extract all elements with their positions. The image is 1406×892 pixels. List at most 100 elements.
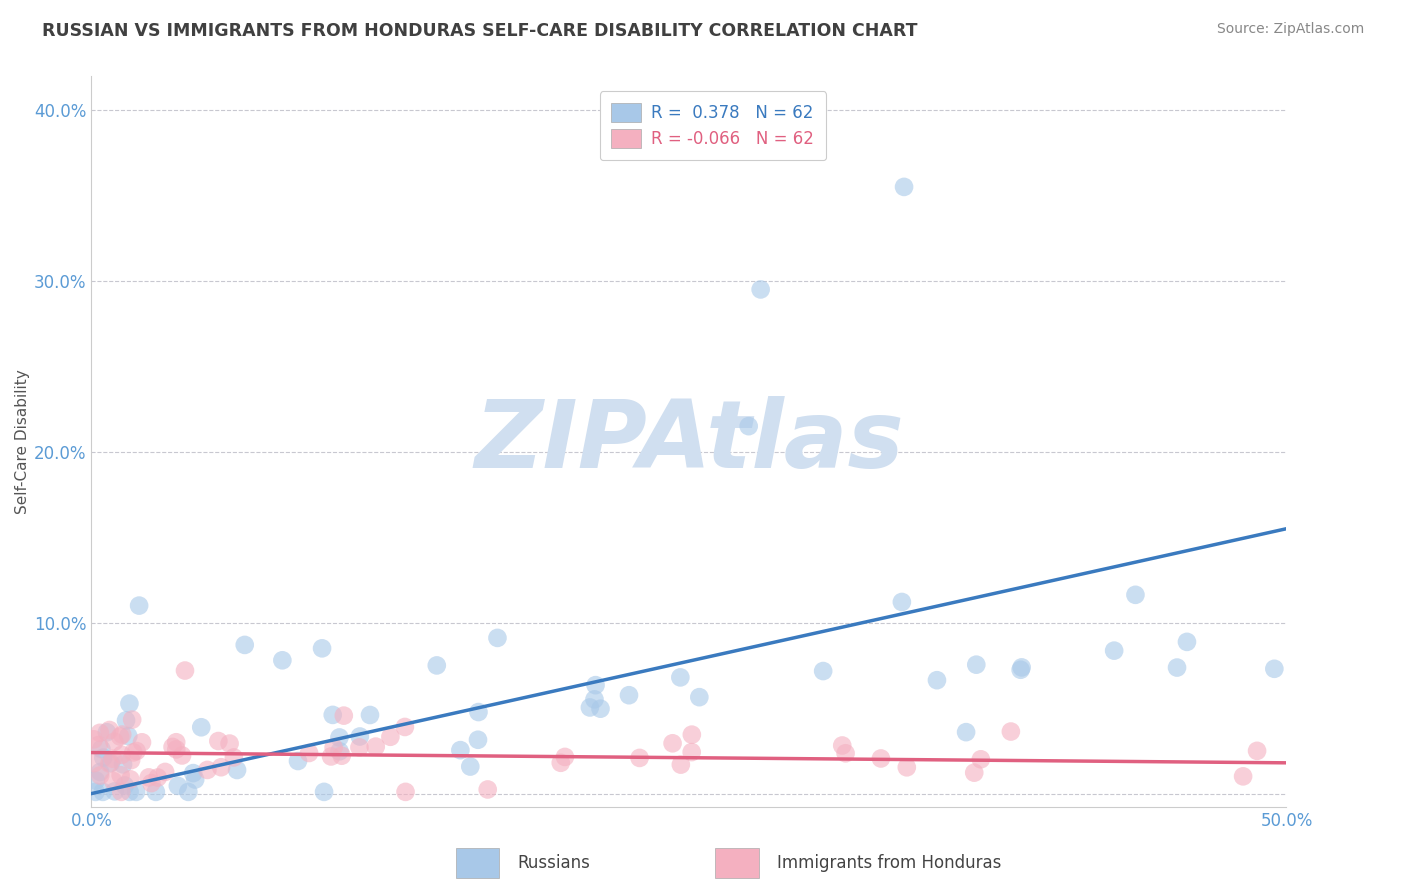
Point bbox=[970, 752, 993, 766]
Point bbox=[394, 785, 416, 799]
Point bbox=[322, 740, 344, 755]
Point bbox=[330, 748, 353, 763]
Point bbox=[209, 760, 232, 774]
Point bbox=[688, 690, 710, 705]
Point bbox=[120, 753, 142, 767]
Text: Russians: Russians bbox=[517, 854, 591, 872]
Point bbox=[271, 653, 294, 667]
Point bbox=[811, 664, 834, 678]
Point bbox=[831, 739, 853, 753]
Text: Source: ZipAtlas.com: Source: ZipAtlas.com bbox=[1216, 22, 1364, 37]
Point bbox=[170, 748, 193, 763]
Point bbox=[449, 743, 471, 757]
Point bbox=[121, 713, 143, 727]
Point bbox=[115, 714, 138, 728]
Point bbox=[1263, 662, 1285, 676]
Legend: R =  0.378   N = 62, R = -0.066   N = 62: R = 0.378 N = 62, R = -0.066 N = 62 bbox=[600, 92, 825, 160]
Point bbox=[153, 764, 176, 779]
Point bbox=[84, 785, 107, 799]
Point bbox=[165, 735, 187, 749]
Point bbox=[893, 180, 915, 194]
Point bbox=[287, 754, 309, 768]
Point bbox=[222, 750, 245, 764]
Point bbox=[162, 739, 184, 754]
Point bbox=[477, 782, 499, 797]
Text: ZIPAtlas: ZIPAtlas bbox=[474, 395, 904, 488]
Point bbox=[207, 734, 229, 748]
Point bbox=[110, 768, 132, 782]
Point bbox=[834, 746, 856, 760]
Point bbox=[98, 756, 121, 771]
Point bbox=[1011, 660, 1033, 674]
Point bbox=[554, 750, 576, 764]
Point bbox=[125, 744, 148, 758]
Point bbox=[380, 730, 402, 744]
Point bbox=[749, 282, 772, 296]
Point bbox=[100, 756, 122, 770]
Point bbox=[681, 745, 703, 759]
Point bbox=[311, 641, 333, 656]
Point bbox=[328, 731, 350, 745]
Point bbox=[103, 774, 125, 789]
Point bbox=[117, 729, 139, 743]
Point bbox=[128, 599, 150, 613]
Y-axis label: Self-Care Disability: Self-Care Disability bbox=[15, 369, 31, 514]
Point bbox=[1166, 660, 1188, 674]
Point bbox=[190, 720, 212, 734]
Point bbox=[177, 785, 200, 799]
Point bbox=[628, 751, 651, 765]
Point bbox=[426, 658, 449, 673]
Point bbox=[122, 746, 145, 760]
Point bbox=[467, 732, 489, 747]
Point bbox=[111, 727, 134, 741]
Point bbox=[579, 700, 602, 714]
Point bbox=[141, 776, 163, 790]
Point bbox=[312, 785, 335, 799]
Point bbox=[146, 771, 169, 785]
Point bbox=[870, 751, 893, 765]
Point bbox=[925, 673, 948, 688]
Point bbox=[1102, 643, 1125, 657]
Point bbox=[108, 730, 131, 744]
Point bbox=[174, 664, 197, 678]
Point bbox=[890, 595, 912, 609]
Point bbox=[467, 705, 489, 719]
Point bbox=[333, 708, 356, 723]
Point bbox=[669, 757, 692, 772]
Point bbox=[896, 760, 918, 774]
Point bbox=[486, 631, 509, 645]
Point bbox=[98, 723, 121, 737]
Point bbox=[145, 785, 167, 799]
Point bbox=[1125, 588, 1147, 602]
Text: Immigrants from Honduras: Immigrants from Honduras bbox=[778, 854, 1001, 872]
Point bbox=[585, 678, 607, 692]
Point bbox=[319, 749, 342, 764]
Point bbox=[91, 785, 114, 799]
Point bbox=[83, 732, 105, 747]
FancyBboxPatch shape bbox=[716, 848, 759, 878]
Point bbox=[681, 728, 703, 742]
Point bbox=[118, 785, 141, 799]
Point bbox=[458, 759, 481, 773]
Point bbox=[181, 766, 204, 780]
Point bbox=[125, 785, 148, 799]
Point bbox=[1175, 635, 1198, 649]
Point bbox=[589, 701, 612, 715]
Point bbox=[110, 785, 132, 799]
Point bbox=[737, 419, 759, 434]
Point bbox=[550, 756, 572, 770]
Point bbox=[93, 750, 115, 764]
Point bbox=[138, 771, 160, 785]
Point bbox=[87, 738, 110, 752]
Point bbox=[233, 638, 256, 652]
Point bbox=[965, 657, 987, 672]
Text: RUSSIAN VS IMMIGRANTS FROM HONDURAS SELF-CARE DISABILITY CORRELATION CHART: RUSSIAN VS IMMIGRANTS FROM HONDURAS SELF… bbox=[42, 22, 918, 40]
Point bbox=[96, 725, 118, 739]
Point bbox=[349, 730, 371, 744]
Point bbox=[1246, 744, 1268, 758]
Point bbox=[226, 763, 249, 777]
Point bbox=[112, 757, 135, 772]
Point bbox=[101, 752, 124, 766]
Point bbox=[104, 784, 127, 798]
Point bbox=[329, 744, 352, 758]
